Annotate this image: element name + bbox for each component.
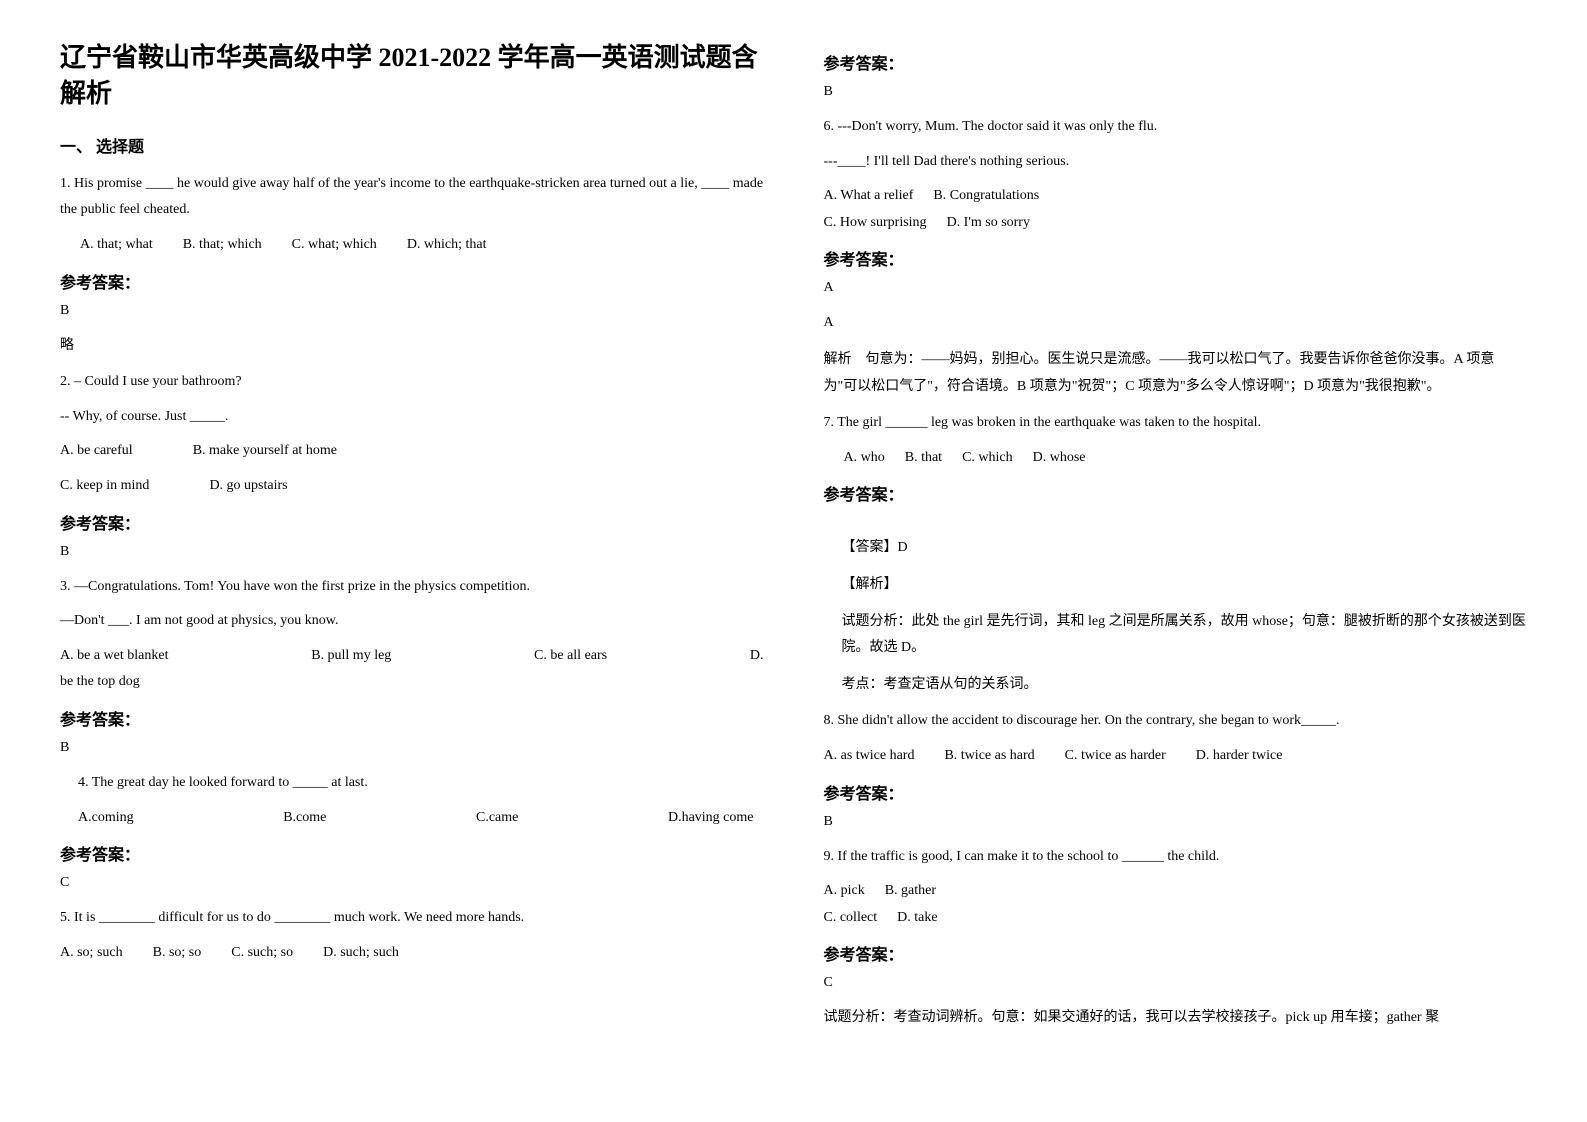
answer-label: 参考答案： <box>60 706 764 730</box>
question-text: ---____! I'll tell Dad there's nothing s… <box>824 149 1528 176</box>
explanation: 略 <box>60 333 764 360</box>
option-b: B.come <box>283 805 326 832</box>
question-text: 5. It is ________ difficult for us to do… <box>60 905 764 932</box>
option-b: B. Congratulations <box>933 183 1039 210</box>
options: A. pick B. gather C. collect D. take <box>824 878 1528 931</box>
option-c: C. what; which <box>292 232 377 259</box>
option-c: C. How surprising <box>824 210 927 237</box>
question-text: 8. She didn't allow the accident to disc… <box>824 708 1528 735</box>
option-a: A.coming <box>78 805 134 832</box>
question-text: 2. – Could I use your bathroom? <box>60 369 764 396</box>
option-d: D. harder twice <box>1196 743 1283 770</box>
option-d: D.having come <box>668 805 754 832</box>
question-text: —Don't ___. I am not good at physics, yo… <box>60 608 764 635</box>
question-text: 3. —Congratulations. Tom! You have won t… <box>60 574 764 601</box>
answer-label: 参考答案： <box>60 841 764 865</box>
option-b: B. make yourself at home <box>193 438 337 465</box>
answer-value: B <box>824 814 1528 830</box>
answer-value: B <box>60 740 764 756</box>
question-text: 9. If the traffic is good, I can make it… <box>824 844 1528 871</box>
option-a: A. that; what <box>80 232 153 259</box>
option-b: B. that <box>905 445 942 472</box>
answer-label: 参考答案： <box>60 510 764 534</box>
question-text: 1. His promise ____ he would give away h… <box>60 171 764 224</box>
question-text: -- Why, of course. Just _____. <box>60 404 764 431</box>
option-d-prefix: D. <box>750 643 764 670</box>
answer-value: B <box>60 303 764 319</box>
question-1: 1. His promise ____ he would give away h… <box>60 171 764 259</box>
section-header: 一、 选择题 <box>60 133 764 157</box>
option-b: B. that; which <box>183 232 262 259</box>
options: A. be a wet blanket B. pull my leg C. be… <box>60 643 764 670</box>
question-text: 7. The girl ______ leg was broken in the… <box>824 410 1528 437</box>
option-c: C. keep in mind <box>60 473 149 500</box>
question-3: 3. —Congratulations. Tom! You have won t… <box>60 574 764 696</box>
question-4: 4. The great day he looked forward to __… <box>60 770 764 831</box>
option-a: A. who <box>844 445 885 472</box>
explanation: 试题分析：此处 the girl 是先行词，其和 leg 之间是所属关系，故用 … <box>824 609 1528 662</box>
answer-title: 【答案】D <box>824 535 1528 562</box>
option-a: A. as twice hard <box>824 743 915 770</box>
option-b: B. twice as hard <box>944 743 1034 770</box>
question-text: 4. The great day he looked forward to __… <box>78 770 764 797</box>
answer-label: 参考答案： <box>824 246 1528 270</box>
page-title: 辽宁省鞍山市华英高级中学 2021-2022 学年高一英语测试题含解析 <box>60 40 764 113</box>
answer-label: 参考答案： <box>824 50 1528 74</box>
answer-value: A <box>824 280 1528 296</box>
options: A. so; such B. so; so C. such; so D. suc… <box>60 940 764 967</box>
options: A.coming B.come C.came D.having come <box>78 805 764 832</box>
question-7: 7. The girl ______ leg was broken in the… <box>824 410 1528 471</box>
question-6: 6. ---Don't worry, Mum. The doctor said … <box>824 114 1528 236</box>
explanation-text: 试题分析：此处 the girl 是先行词，其和 leg 之间是所属关系，故用 … <box>842 614 1526 656</box>
options: A. be careful B. make yourself at home C… <box>60 438 764 499</box>
options: A. as twice hard B. twice as hard C. twi… <box>824 743 1528 770</box>
option-a: A. pick <box>824 878 865 905</box>
option-c: C. which <box>962 445 1013 472</box>
option-d: D. such; such <box>323 940 399 967</box>
option-a: A. so; such <box>60 940 123 967</box>
explanation-point: 考点：考查定语从句的关系词。 <box>824 672 1528 699</box>
option-b: B. so; so <box>153 940 202 967</box>
question-8: 8. She didn't allow the accident to disc… <box>824 708 1528 769</box>
option-a: A. What a relief <box>824 183 914 210</box>
option-d: D. whose <box>1033 445 1086 472</box>
answer-value: B <box>60 544 764 560</box>
left-column: 辽宁省鞍山市华英高级中学 2021-2022 学年高一英语测试题含解析 一、 选… <box>60 40 764 1042</box>
answer-label: 参考答案： <box>60 269 764 293</box>
answer-value: C <box>824 975 1528 991</box>
explanation-title: 【解析】 <box>824 572 1528 599</box>
answer-value: B <box>824 84 1528 100</box>
option-a: A. be a wet blanket <box>60 643 168 670</box>
question-2: 2. – Could I use your bathroom? -- Why, … <box>60 369 764 499</box>
option-a: A. be careful <box>60 438 133 465</box>
option-c: C.came <box>476 805 518 832</box>
answer-label: 参考答案： <box>824 941 1528 965</box>
explanation-line1: A <box>824 310 1528 337</box>
explanation: 试题分析：考查动词辨析。句意：如果交通好的话，我可以去学校接孩子。pick up… <box>824 1005 1528 1032</box>
option-d: D. take <box>897 905 937 932</box>
option-d-continued: be the top dog <box>60 669 764 696</box>
page-container: 辽宁省鞍山市华英高级中学 2021-2022 学年高一英语测试题含解析 一、 选… <box>60 40 1527 1042</box>
answer-label: 参考答案： <box>824 780 1528 804</box>
option-d: D. go upstairs <box>209 473 287 500</box>
option-c: C. collect <box>824 905 878 932</box>
options: A. that; what B. that; which C. what; wh… <box>60 232 764 259</box>
option-b: B. gather <box>885 878 936 905</box>
answer-label: 参考答案： <box>824 481 1528 505</box>
option-c: C. twice as harder <box>1065 743 1166 770</box>
options: A. What a relief B. Congratulations C. H… <box>824 183 1528 236</box>
option-c: C. be all ears <box>534 643 607 670</box>
right-column: 参考答案： B 6. ---Don't worry, Mum. The doct… <box>824 40 1528 1042</box>
option-c: C. such; so <box>231 940 293 967</box>
question-5: 5. It is ________ difficult for us to do… <box>60 905 764 966</box>
option-d: D. which; that <box>407 232 487 259</box>
explanation-line2: 解析 句意为：——妈妈，别担心。医生说只是流感。——我可以松口气了。我要告诉你爸… <box>824 347 1528 400</box>
answer-value: C <box>60 875 764 891</box>
option-b: B. pull my leg <box>311 643 391 670</box>
option-d: D. I'm so sorry <box>947 210 1030 237</box>
question-9: 9. If the traffic is good, I can make it… <box>824 844 1528 932</box>
question-text: 6. ---Don't worry, Mum. The doctor said … <box>824 114 1528 141</box>
options: A. who B. that C. which D. whose <box>824 445 1528 472</box>
